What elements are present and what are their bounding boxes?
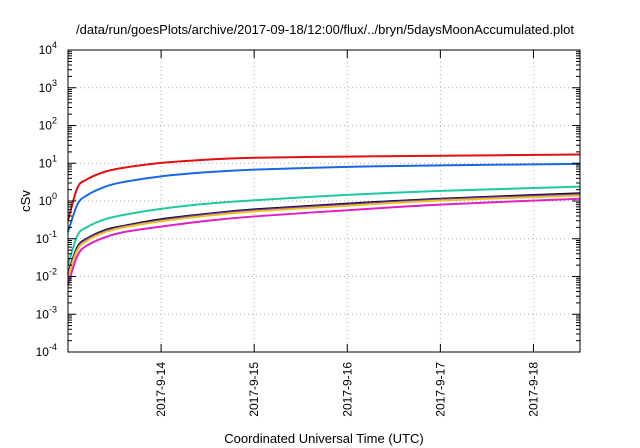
y-tick-label: 10-3 — [36, 304, 57, 321]
series-line-7 — [67, 197, 581, 286]
axis-ticks — [68, 49, 580, 353]
x-tick-label: 2017-9-14 — [154, 362, 168, 417]
y-tick-label: 102 — [39, 116, 57, 133]
y-axis-label: cSv — [18, 190, 33, 212]
y-tick-label: 10-1 — [36, 229, 57, 246]
y-tick-label: 10-2 — [36, 267, 57, 284]
y-tick-label: 103 — [39, 78, 57, 95]
x-tick-labels: 2017-9-14 2017-9-15 2017-9-16 2017-9-17 2017… — [154, 362, 540, 417]
y-tick-label: 104 — [39, 40, 57, 57]
y-tick-label: 100 — [39, 191, 57, 208]
series-line-6 — [67, 194, 581, 277]
chart-title: /data/run/goesPlots/archive/2017-09-18/1… — [76, 22, 574, 37]
x-tick-label: 2017-9-18 — [526, 362, 540, 417]
x-tick-label: 2017-9-17 — [433, 362, 447, 417]
y-tick-label: 10-4 — [36, 342, 57, 359]
grid — [68, 50, 580, 352]
x-tick-label: 2017-9-15 — [247, 362, 261, 417]
x-axis-label: Coordinated Universal Time (UTC) — [224, 431, 423, 446]
series-line-5 — [67, 193, 581, 276]
series-line-1 — [67, 153, 581, 222]
series-line-2 — [67, 162, 581, 233]
series-lines — [67, 153, 581, 286]
x-tick-label: 2017-9-16 — [340, 362, 354, 417]
y-tick-label: 101 — [39, 153, 57, 170]
y-tick-labels: 10-4 10-3 10-2 10-1 100 101 102 103 104 — [36, 40, 57, 359]
series-line-3 — [67, 185, 581, 266]
